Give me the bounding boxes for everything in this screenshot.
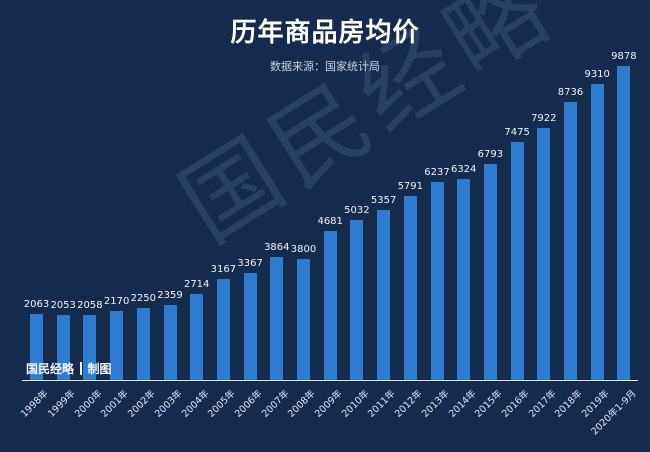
x-tick-label: 2012年 xyxy=(393,388,425,420)
bar xyxy=(56,314,70,380)
x-tick-label: 2015年 xyxy=(473,388,505,420)
bar xyxy=(457,178,471,380)
bar-value-label: 3864 xyxy=(264,242,290,254)
x-tick-label: 1999年 xyxy=(46,388,78,420)
x-tick-label: 2009年 xyxy=(313,388,345,420)
x-tick-label: 2006年 xyxy=(232,388,265,420)
bar xyxy=(483,164,497,380)
bar xyxy=(190,293,204,380)
bar xyxy=(537,128,551,380)
x-axis-line xyxy=(22,380,638,381)
x-tick-label: 2013年 xyxy=(419,388,452,420)
bar-value-label: 5791 xyxy=(397,180,424,192)
bar-value-label: 7475 xyxy=(504,127,530,139)
x-tick-label: 2010年 xyxy=(339,388,372,420)
bar-value-label: 3167 xyxy=(210,264,237,276)
x-tick-label: 2018年 xyxy=(553,388,585,420)
chart-title: 历年商品房均价 xyxy=(230,18,420,48)
bar-value-label: 6237 xyxy=(424,166,450,178)
bar xyxy=(163,305,177,380)
bar xyxy=(510,142,524,380)
bar xyxy=(377,209,391,380)
credit-separator xyxy=(80,362,82,375)
bar xyxy=(323,231,337,380)
bar-value-label: 6324 xyxy=(450,163,477,175)
bar-value-label: 5032 xyxy=(344,205,370,217)
bar-value-label: 4681 xyxy=(317,216,343,228)
x-tick-label: 2011年 xyxy=(366,388,399,420)
bar xyxy=(590,84,604,380)
bar-value-label: 2053 xyxy=(50,299,76,311)
x-tick-label: 1998年 xyxy=(19,388,51,420)
bar xyxy=(110,311,124,380)
bar-value-label: 2063 xyxy=(23,299,50,311)
bar xyxy=(83,314,97,380)
bar xyxy=(297,259,310,380)
x-tick-label: 2007年 xyxy=(259,388,292,420)
bar xyxy=(243,272,257,380)
bar-value-label: 2250 xyxy=(130,293,157,305)
x-tick-label: 2001年 xyxy=(99,388,132,420)
bar-value-label: 2359 xyxy=(157,290,183,301)
bar-value-label: 7922 xyxy=(531,113,557,125)
bar xyxy=(617,66,631,380)
bar xyxy=(136,308,150,380)
bar-value-label: 5357 xyxy=(370,194,397,206)
x-tick-label: 2008年 xyxy=(286,388,318,420)
chart-subtitle: 数据来源：国家统计局 xyxy=(270,60,380,73)
bar-value-label: 9310 xyxy=(584,69,610,81)
x-tick-label: 2004年 xyxy=(179,388,212,420)
bar-value-label: 3800 xyxy=(290,244,317,256)
bar xyxy=(564,102,577,380)
bar xyxy=(30,314,43,380)
x-tick-label: 2016年 xyxy=(499,388,532,420)
x-tick-label: 2000年 xyxy=(72,388,105,420)
credit: 国民经略 制图 xyxy=(26,360,112,377)
bar xyxy=(350,220,364,380)
credit-suffix: 制图 xyxy=(87,362,112,376)
bar-value-label: 2170 xyxy=(103,296,130,308)
x-tick-label: 2003年 xyxy=(152,388,185,420)
bar-value-label: 6793 xyxy=(477,149,504,161)
bar-value-label: 3367 xyxy=(237,257,263,269)
credit-brand: 国民经略 xyxy=(26,362,75,376)
bar xyxy=(216,279,230,380)
bar-value-label: 9878 xyxy=(611,51,637,62)
bar-value-label: 2058 xyxy=(77,299,103,311)
bar xyxy=(403,195,417,380)
bar-value-label: 2714 xyxy=(183,278,210,290)
x-tick-label: 2002年 xyxy=(126,388,158,420)
x-tick-label: 2017年 xyxy=(526,388,559,420)
x-tick-label: 2014年 xyxy=(446,388,479,420)
bar-value-label: 8736 xyxy=(557,87,584,99)
x-tick-label: 2005年 xyxy=(206,388,238,420)
bar xyxy=(430,181,444,380)
bar xyxy=(270,257,284,380)
